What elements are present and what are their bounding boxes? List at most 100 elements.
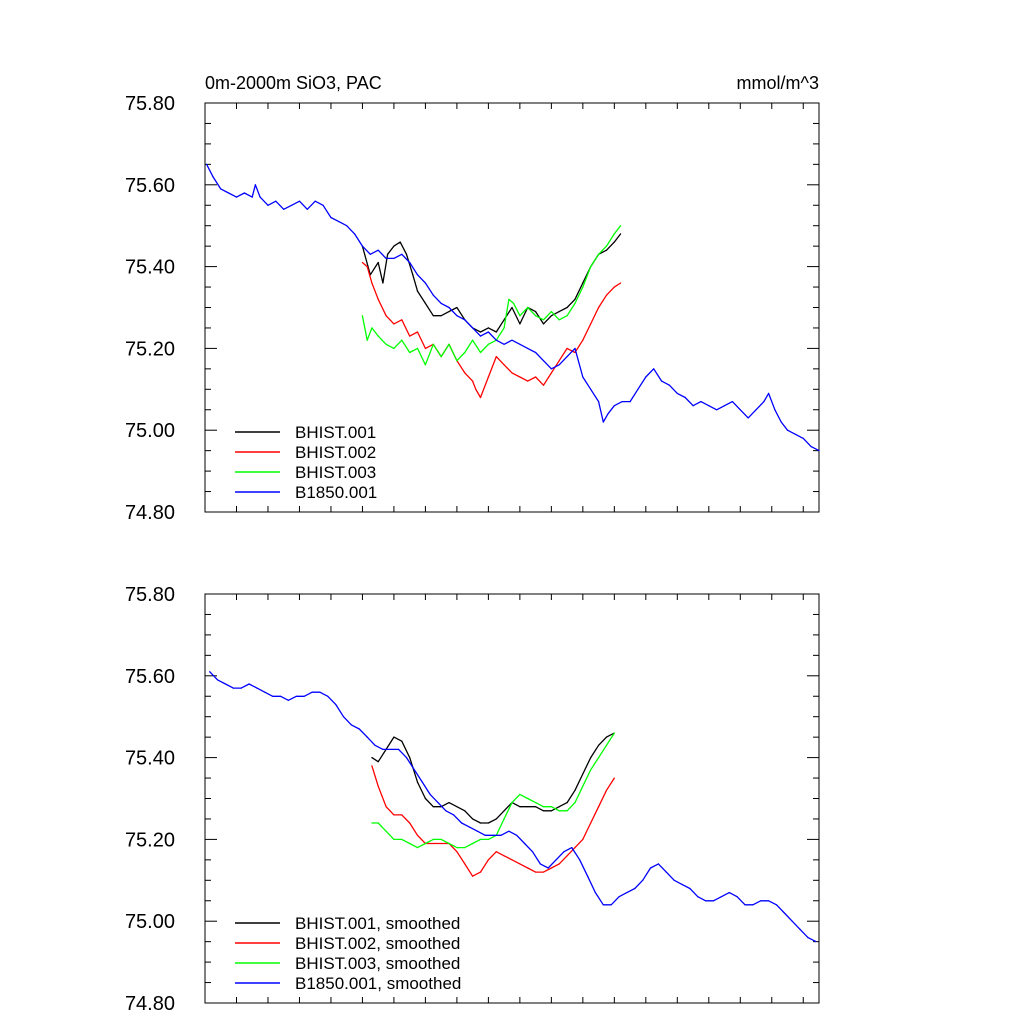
series-3-point — [555, 859, 557, 861]
series-3-point — [267, 204, 269, 206]
series-3-point — [708, 405, 710, 407]
series-3-point — [232, 687, 234, 689]
series-3-point — [248, 683, 250, 685]
series-3-point — [283, 208, 285, 210]
series-0-point — [503, 319, 505, 321]
series-0-point — [574, 789, 576, 791]
series-3-point — [264, 691, 266, 693]
series-2-point — [558, 810, 560, 812]
series-1-point — [511, 859, 513, 861]
series-1-point — [393, 323, 395, 325]
series-2-point — [605, 245, 608, 247]
series-3-point — [649, 867, 652, 869]
series-2-point — [605, 744, 608, 746]
series-2-point — [416, 347, 419, 349]
series-2-point — [479, 351, 482, 354]
series-1-point — [558, 863, 560, 865]
series-0-point — [409, 757, 411, 759]
series-1-point — [503, 855, 505, 857]
series-1-point — [605, 789, 608, 791]
series-0-point — [495, 818, 497, 820]
series-3-point — [212, 176, 214, 178]
legend-label: B1850.001 — [295, 483, 377, 502]
series-3-point — [744, 904, 746, 906]
series-3-point — [621, 401, 623, 403]
series-2-point — [440, 838, 442, 841]
series-3-point — [484, 834, 486, 836]
series-2-point — [574, 802, 576, 804]
series-3-point — [228, 192, 230, 194]
series-1-point — [440, 842, 442, 845]
y-tick-label: 75.80 — [125, 93, 175, 115]
series-1-point — [620, 282, 622, 284]
series-0-point — [479, 822, 482, 824]
series-3-point — [642, 879, 644, 881]
series-2-point — [519, 793, 521, 796]
series-3-point — [739, 409, 741, 411]
series-3-point — [342, 716, 345, 718]
series-2-point — [550, 806, 553, 808]
series-2-point — [464, 351, 466, 354]
series-1-point — [550, 867, 553, 869]
series-2-point — [503, 327, 505, 329]
series-0-point — [401, 740, 403, 742]
series-2-point — [620, 225, 622, 227]
legend-label: BHIST.001, smoothed — [295, 914, 460, 933]
series-3-point — [220, 188, 222, 190]
series-1-point — [424, 347, 426, 349]
series-0-point — [393, 736, 395, 738]
series-3-point — [476, 830, 478, 832]
series-3-point — [492, 834, 494, 836]
y-tick-label: 75.40 — [125, 748, 175, 770]
series-2-point — [542, 806, 545, 808]
series-3-point — [259, 196, 261, 198]
series-3-point — [432, 294, 434, 296]
bottom-panel: 74.80 75.00 75.20 75.40 75.60 75.80 BHIST.001,… — [125, 584, 820, 1015]
top-panel: 0m-2000m SiO3, PAC mmol/m^3 74.80 75.00 75.2… — [125, 73, 820, 524]
series-2-point — [448, 343, 450, 345]
series-2-point — [582, 286, 584, 288]
series-3-point — [574, 347, 576, 349]
series-1-point — [519, 376, 521, 378]
legend-label: BHIST.001 — [295, 423, 376, 442]
series-3-point — [731, 401, 734, 403]
series-0-point — [377, 261, 379, 264]
series-2-point — [511, 802, 513, 804]
series-3-point — [524, 842, 526, 845]
series-1-point — [409, 335, 411, 337]
series-0-point — [479, 331, 482, 333]
series-1-point — [479, 396, 482, 399]
series-3-point — [401, 253, 403, 255]
series-2-point — [513, 302, 515, 304]
series-2-point — [487, 838, 489, 841]
series-1-point — [409, 822, 411, 824]
series-3-point — [539, 863, 541, 865]
series-0-point — [519, 806, 521, 808]
series-2-point — [366, 339, 368, 341]
series-0-point — [487, 822, 489, 824]
series-3-point — [602, 904, 604, 906]
series-3-point — [700, 401, 702, 403]
series-3-point — [542, 360, 545, 362]
series-3-point — [405, 757, 408, 759]
series-3-point — [692, 405, 694, 407]
series-2-point — [424, 364, 426, 366]
series-1-point — [558, 360, 560, 362]
series-1-point — [566, 347, 568, 349]
series-0-point — [550, 315, 553, 317]
series-3-point — [582, 376, 584, 378]
series-1-point — [487, 859, 489, 861]
series-1-point — [472, 875, 474, 877]
series-3-point — [303, 695, 305, 697]
series-3-point — [752, 904, 754, 906]
series-3-point — [369, 253, 371, 255]
series-3-point — [629, 401, 631, 403]
series-2-point — [472, 842, 474, 845]
series-1-point — [385, 806, 387, 808]
series-3-point — [354, 233, 356, 235]
series-2-point — [361, 315, 363, 317]
series-3-point — [768, 900, 770, 902]
series-0-point — [487, 327, 489, 329]
series-1-point — [371, 765, 373, 767]
series-0-point — [605, 249, 608, 251]
